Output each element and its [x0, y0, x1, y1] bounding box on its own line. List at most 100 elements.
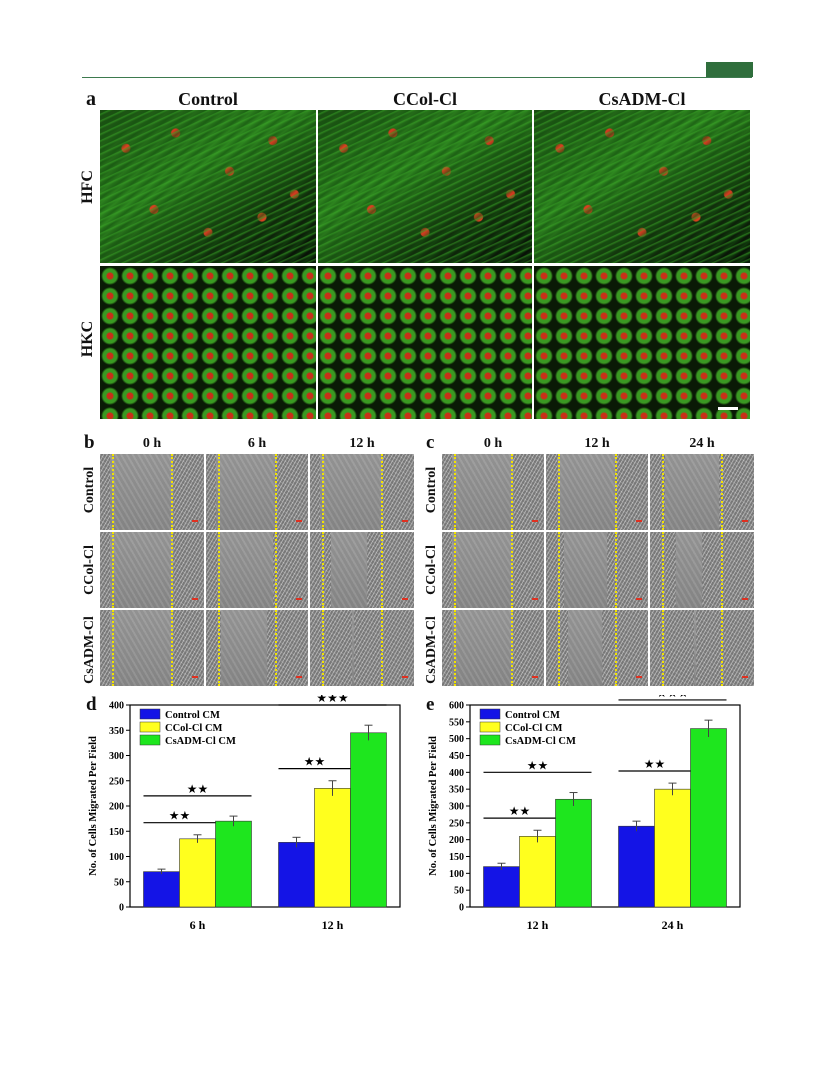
y-tick-label: 250 [449, 818, 464, 829]
cell-layer [442, 610, 453, 686]
wound-edge-line [275, 610, 278, 686]
bar [483, 866, 520, 908]
y-tick-label: 500 [449, 734, 464, 745]
y-axis-label: No. of Cells Migrated Per Field [88, 736, 99, 876]
cell-layer [602, 610, 648, 686]
cell-layer [172, 610, 204, 686]
legend-swatch [139, 734, 161, 746]
bar [278, 842, 315, 908]
scale-bar [192, 520, 198, 522]
panel-c-col-24h: 24 h [689, 436, 715, 451]
bar [350, 732, 387, 908]
legend-label: Control CM [165, 710, 220, 721]
wound-edge-line [558, 454, 561, 530]
wound-edge-line [511, 610, 514, 686]
wound-edge-line [454, 532, 457, 608]
chart-e: 0 50 100 150 200 250 300 350 400 450 500 550 600 No. … [428, 695, 741, 932]
panel-b-image-r2-c2 [310, 610, 414, 686]
cell-layer [442, 454, 453, 530]
panel-e-letter: e [426, 694, 435, 715]
scale-bar [402, 598, 408, 600]
y-tick-label: 100 [109, 852, 124, 863]
wound-edge-line [322, 454, 325, 530]
cell-layer [310, 532, 331, 608]
significance-stars: ★★★ [656, 695, 688, 700]
legend-swatch [479, 721, 501, 733]
wound-edge-line [218, 532, 221, 608]
cell-layer [310, 454, 321, 530]
panel-b-col-12h: 12 h [349, 436, 375, 451]
cell-layer [310, 610, 352, 686]
bar [143, 871, 180, 908]
legend-label: CCol-Cl CM [505, 723, 563, 734]
y-tick-label: 550 [449, 717, 464, 728]
wound-edge-line [275, 532, 278, 608]
panel-b-image-r0-c1 [206, 454, 308, 530]
cell-layer [615, 454, 648, 530]
cell-layer [381, 454, 414, 530]
cell-layer [695, 610, 754, 686]
wound-edge-line [511, 454, 514, 530]
scale-bar [192, 676, 198, 678]
y-tick-label: 200 [449, 835, 464, 846]
bar [618, 825, 655, 908]
cell-layer [100, 532, 111, 608]
panel-b-row-control: Control [82, 466, 97, 514]
panel-b-image-r0-c0 [100, 454, 204, 530]
wound-edge-line [558, 610, 561, 686]
significance-stars: ★★ [644, 757, 666, 771]
y-tick-label: 350 [109, 726, 124, 737]
cell-layer [353, 610, 414, 686]
panel-b-image-r1-c1 [206, 532, 308, 608]
legend-label: CCol-Cl CM [165, 723, 223, 734]
wound-edge-line [454, 610, 457, 686]
wound-edge-line [511, 532, 514, 608]
panel-b-image-r1-c2 [310, 532, 414, 608]
cell-layer [172, 454, 204, 530]
panel-a-col-ccol: CCol-Cl [393, 89, 457, 109]
cell-layer [267, 610, 308, 686]
cell-layer [718, 454, 754, 530]
micrograph-hkc-ccol [318, 266, 532, 419]
cell-layer [546, 454, 559, 530]
wound-edge-line [112, 532, 115, 608]
significance-stars: ★★ [187, 782, 209, 796]
cell-layer [100, 454, 111, 530]
panel-c-image-r1-c1 [546, 532, 648, 608]
cell-layer [702, 532, 754, 608]
scale-bar [636, 520, 642, 522]
y-tick-label: 150 [449, 852, 464, 863]
wound-edge-line [112, 610, 115, 686]
panel-c-image-r0-c0 [442, 454, 544, 530]
micrograph-hfc-control [100, 110, 316, 263]
wound-edge-line [275, 454, 278, 530]
y-tick-label: 250 [109, 776, 124, 787]
legend-swatch [139, 708, 161, 720]
cell-layer [513, 610, 544, 686]
wound-edge-line [720, 532, 723, 608]
bar [654, 788, 691, 908]
wound-edge-line [322, 610, 325, 686]
panel-c-image-r0-c1 [546, 454, 648, 530]
wound-edge-line [454, 454, 457, 530]
bar [519, 836, 556, 908]
legend-label: Control CM [505, 710, 560, 721]
panel-a-col-csadm: CsADM-Cl [598, 89, 686, 109]
y-tick-label: 350 [449, 785, 464, 796]
journal-tag [706, 62, 753, 77]
scale-bar [296, 520, 302, 522]
significance-stars: ★★ [304, 755, 326, 769]
wound-edge-line [662, 454, 665, 530]
cell-layer [206, 532, 219, 608]
panel-b-col-0h: 0 h [142, 436, 162, 451]
panel-c-image-r1-c2 [650, 532, 754, 608]
scale-bar [192, 598, 198, 600]
panel-c-row-ccol: CCol-Cl [424, 545, 439, 595]
wound-edge-line [615, 610, 618, 686]
panel-c-col-0h: 0 h [483, 436, 503, 451]
cell-layer [546, 610, 569, 686]
legend-swatch [479, 734, 501, 746]
bar [555, 798, 592, 908]
legend-label: CsADM-Cl CM [505, 736, 576, 747]
y-tick-label: 450 [449, 751, 464, 762]
